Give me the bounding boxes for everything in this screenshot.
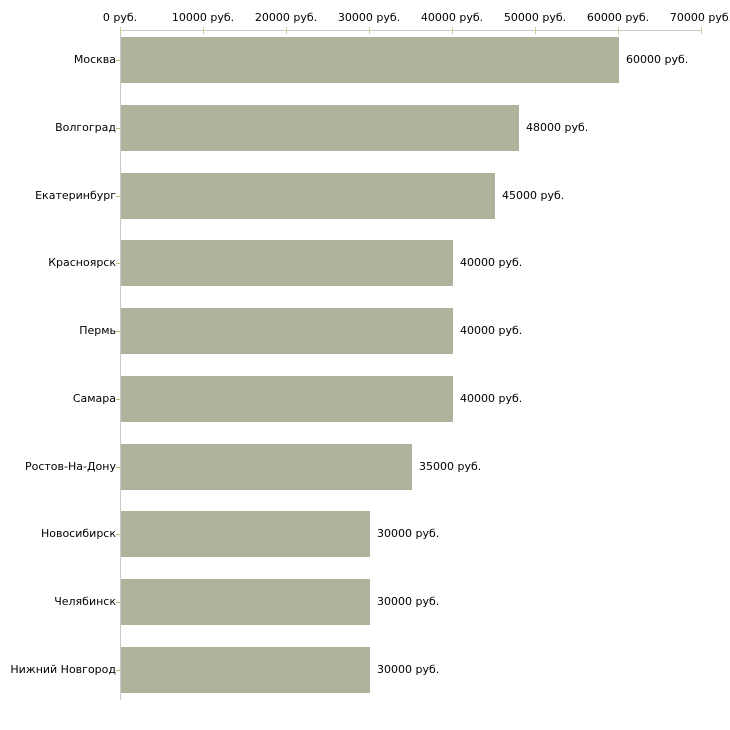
category-label: Пермь bbox=[79, 324, 116, 337]
value-label: 45000 руб. bbox=[502, 189, 565, 202]
x-axis-tick-label: 60000 руб. bbox=[586, 11, 650, 24]
category-tick-mark bbox=[116, 331, 121, 332]
value-label: 30000 руб. bbox=[377, 595, 440, 608]
bar bbox=[121, 376, 453, 422]
x-axis-line bbox=[120, 30, 702, 31]
x-axis-tick-label: 10000 руб. bbox=[171, 11, 235, 24]
category-label: Волгоград bbox=[55, 121, 116, 134]
bar bbox=[121, 511, 370, 557]
bar bbox=[121, 444, 412, 490]
value-label: 35000 руб. bbox=[419, 460, 482, 473]
x-axis-tick-label: 30000 руб. bbox=[337, 11, 401, 24]
x-axis-tick-mark bbox=[286, 27, 287, 34]
x-axis-tick-mark bbox=[618, 27, 619, 34]
x-axis-tick-mark bbox=[535, 27, 536, 34]
bar bbox=[121, 579, 370, 625]
category-label: Москва bbox=[73, 53, 116, 66]
category-tick-mark bbox=[116, 399, 121, 400]
x-axis-tick-label: 0 руб. bbox=[102, 11, 138, 24]
category-tick-mark bbox=[116, 467, 121, 468]
x-axis-tick-label: 40000 руб. bbox=[420, 11, 484, 24]
y-axis-line bbox=[120, 30, 121, 700]
x-axis-tick-label: 50000 руб. bbox=[503, 11, 567, 24]
value-label: 40000 руб. bbox=[460, 256, 523, 269]
x-axis-tick-mark bbox=[120, 27, 121, 34]
bar bbox=[121, 308, 453, 354]
value-label: 60000 руб. bbox=[626, 53, 689, 66]
category-tick-mark bbox=[116, 196, 121, 197]
bar bbox=[121, 240, 453, 286]
category-tick-mark bbox=[116, 60, 121, 61]
value-label: 48000 руб. bbox=[526, 121, 589, 134]
category-label: Самара bbox=[72, 392, 116, 405]
value-label: 30000 руб. bbox=[377, 663, 440, 676]
category-tick-mark bbox=[116, 602, 121, 603]
value-label: 40000 руб. bbox=[460, 392, 523, 405]
value-label: 40000 руб. bbox=[460, 324, 523, 337]
category-label: Ростов-На-Дону bbox=[24, 460, 116, 473]
x-axis-tick-mark bbox=[203, 27, 204, 34]
category-tick-mark bbox=[116, 128, 121, 129]
bar bbox=[121, 37, 619, 83]
category-label: Екатеринбург bbox=[35, 189, 116, 202]
x-axis-tick-mark bbox=[452, 27, 453, 34]
bar bbox=[121, 647, 370, 693]
x-axis-tick-label: 20000 руб. bbox=[254, 11, 318, 24]
category-tick-mark bbox=[116, 670, 121, 671]
x-axis-tick-mark bbox=[701, 27, 702, 34]
category-tick-mark bbox=[116, 534, 121, 535]
bar bbox=[121, 173, 495, 219]
category-label: Новосибирск bbox=[40, 527, 116, 540]
category-tick-mark bbox=[116, 263, 121, 264]
value-label: 30000 руб. bbox=[377, 527, 440, 540]
category-label: Челябинск bbox=[54, 595, 116, 608]
category-label: Красноярск bbox=[48, 256, 116, 269]
x-axis-tick-mark bbox=[369, 27, 370, 34]
category-label: Нижний Новгород bbox=[10, 663, 116, 676]
bar bbox=[121, 105, 519, 151]
x-axis-tick-label: 70000 руб. bbox=[669, 11, 730, 24]
